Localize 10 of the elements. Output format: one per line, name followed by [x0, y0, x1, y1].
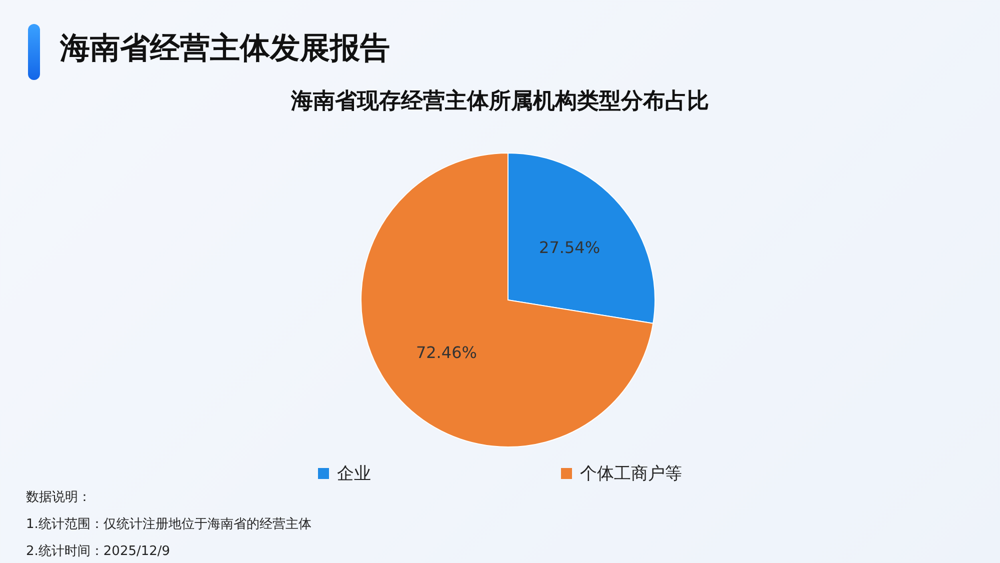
chart-title: 海南省经营主体发展报告 [60, 30, 390, 68]
pie-slice [360, 152, 654, 448]
data-label: 72.46% [416, 342, 477, 362]
text: 数据说明： [26, 489, 91, 506]
chart-subtitle: 海南省现存经营主体所属机构类型分布占比 [290, 88, 710, 116]
legend-label: 个体工商户等 [580, 463, 682, 485]
text: 2.统计时间：2025/12/9 [26, 543, 170, 560]
data-label: 27.54% [539, 238, 600, 258]
text: 1.统计范围：仅统计注册地位于海南省的经营主体 [26, 516, 312, 533]
legend-label: 企业 [337, 463, 371, 485]
